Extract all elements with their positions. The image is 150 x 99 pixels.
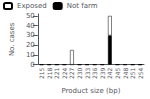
svg-text:233: 233: [84, 67, 91, 79]
svg-text:239: 239: [99, 67, 106, 79]
svg-text:224: 224: [61, 67, 68, 79]
svg-text:215: 215: [38, 67, 45, 79]
svg-text:230: 230: [76, 67, 83, 79]
svg-text:50: 50: [26, 12, 35, 20]
svg-text:Not farm: Not farm: [67, 2, 98, 10]
svg-text:242: 242: [106, 67, 113, 79]
svg-text:20: 20: [26, 41, 35, 49]
svg-text:30: 30: [26, 31, 35, 39]
svg-text:221: 221: [53, 67, 60, 79]
svg-text:Exposed: Exposed: [17, 2, 47, 10]
svg-text:248: 248: [122, 67, 129, 79]
svg-text:254: 254: [137, 67, 144, 79]
svg-text:0: 0: [30, 61, 34, 69]
svg-text:236: 236: [91, 67, 98, 79]
svg-text:227: 227: [68, 67, 75, 79]
svg-text:No. cases: No. cases: [8, 22, 16, 56]
svg-text:245: 245: [114, 67, 121, 79]
svg-text:218: 218: [46, 67, 53, 79]
svg-text:Product size (bp): Product size (bp): [61, 87, 120, 95]
svg-text:10: 10: [26, 51, 35, 59]
svg-text:251: 251: [129, 67, 136, 79]
svg-text:40: 40: [26, 22, 35, 30]
